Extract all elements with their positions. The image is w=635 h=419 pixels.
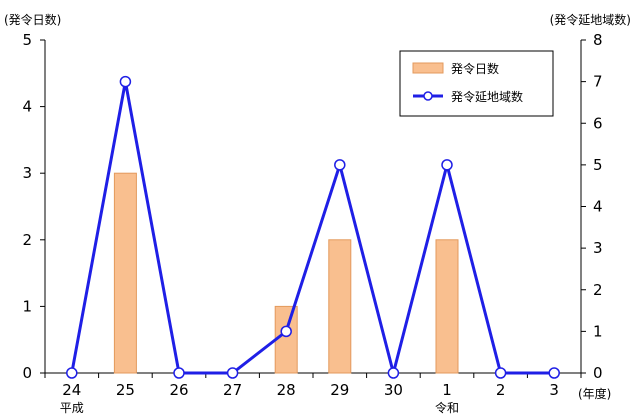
tick-labels: 0 1 2 3 4 5 0 1 2 3 4 5 6 7 8 24 25 26 27 28 29 30 1 2 3 平成 令和 (22, 31, 602, 415)
legend-line-marker (423, 91, 433, 101)
x-tick-label: 2 (496, 381, 506, 399)
left-tick-label: 5 (22, 31, 32, 49)
bar-series (113, 172, 459, 374)
era-label: 令和 (435, 400, 459, 415)
x-axis-unit: (年度) (578, 386, 611, 401)
legend-line-label: 発令延地域数 (451, 89, 523, 104)
right-tick-label: 1 (593, 322, 603, 340)
x-tick-label: 1 (442, 381, 452, 399)
line-point (441, 159, 453, 171)
right-tick-label: 6 (593, 114, 603, 132)
line-point (494, 367, 507, 379)
era-label: 平成 (60, 401, 84, 415)
line-point (173, 367, 185, 379)
line-point (280, 325, 292, 338)
x-tick-label: 24 (62, 381, 81, 399)
left-tick-label: 1 (22, 297, 32, 315)
line-point (334, 159, 346, 171)
bar (274, 305, 298, 374)
right-tick-label: 2 (593, 281, 603, 299)
x-tick-label: 28 (277, 381, 296, 399)
x-tick-label: 25 (116, 381, 135, 399)
left-tick-label: 3 (22, 164, 32, 182)
bar (328, 239, 352, 374)
left-tick-label: 2 (22, 231, 32, 249)
line-point (387, 367, 400, 379)
x-tick-label: 26 (169, 381, 188, 399)
left-axis-title: (発令日数) (4, 12, 61, 27)
right-tick-label: 7 (593, 73, 603, 91)
x-tick-label: 27 (223, 381, 242, 399)
legend-box (399, 50, 554, 117)
left-tick-label: 0 (22, 364, 32, 382)
line-point (226, 367, 239, 379)
line-point (119, 75, 132, 88)
line-series (66, 75, 560, 379)
x-tick-label: 30 (384, 381, 403, 399)
right-tick-label: 0 (593, 364, 603, 382)
bar (113, 172, 137, 374)
right-tick-label: 4 (593, 198, 603, 216)
bar (435, 239, 459, 374)
right-axis-title: (発令延地域数) (550, 12, 631, 27)
x-tick-label: 3 (549, 381, 559, 399)
legend: 発令日数 発令延地域数 (399, 50, 554, 117)
right-tick-label: 3 (593, 239, 603, 257)
line-point (548, 367, 560, 379)
right-tick-label: 5 (593, 156, 603, 174)
x-tick-label: 29 (330, 381, 349, 399)
line-point (66, 367, 78, 379)
legend-bar-swatch (412, 62, 444, 74)
series-line (70, 81, 555, 375)
left-tick-label: 4 (22, 98, 32, 116)
right-tick-label: 8 (593, 31, 603, 49)
legend-bar-label: 発令日数 (451, 61, 499, 76)
